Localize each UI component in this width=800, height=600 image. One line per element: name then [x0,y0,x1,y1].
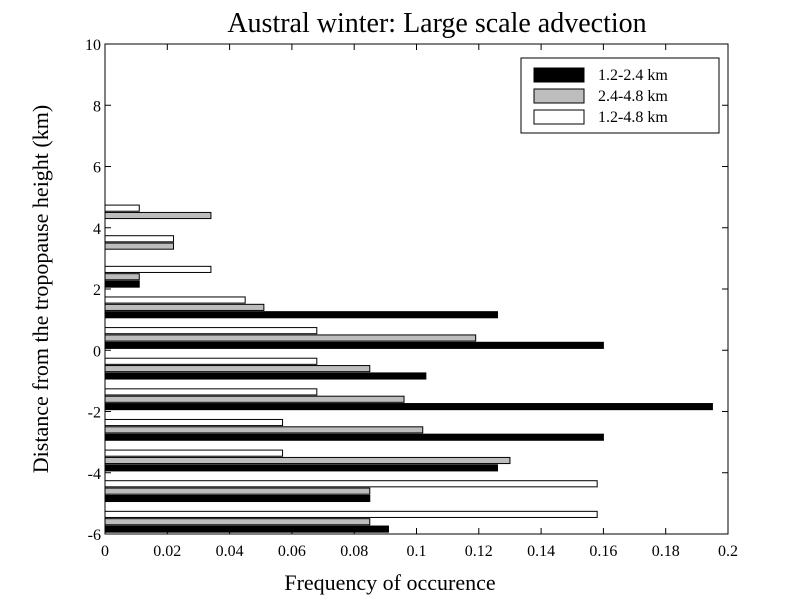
bar-series-1-5 [104,372,427,380]
x-tick-label: 0.08 [340,543,368,560]
bar-series-1-1 [104,494,371,503]
x-tick-label: 0 [101,543,109,560]
bar-series-1-7 [104,311,498,319]
x-tick-label: 0.02 [153,543,181,560]
x-tick-label: 0.04 [216,543,244,560]
x-tick-label: 0.1 [407,543,427,560]
bar-series-3-1 [104,480,598,488]
plot-frame [104,43,729,535]
y-tick-label: 4 [93,221,101,238]
bar-series-2-10 [104,211,212,220]
bar-series-2-6 [104,334,477,342]
bar-series-1-4 [104,403,713,411]
x-tick-label: 0.06 [278,543,306,560]
bar-series-2-8 [104,273,140,281]
y-tick-label: 0 [93,343,101,360]
bar-series-2-1 [104,487,371,495]
bar-series-3-2 [104,449,284,457]
x-tick-label: 0.12 [465,543,493,560]
bar-series-1-2 [104,464,498,472]
x-tick-label: 0.18 [652,543,680,560]
bar-series-2-7 [104,303,265,311]
bar-series-3-3 [104,418,284,427]
legend-label-2: 2.4-4.8 km [598,88,668,105]
x-tick-label: 0.2 [718,543,738,560]
bars-group [104,204,713,533]
bar-series-3-6 [104,327,318,335]
bar-series-3-10 [104,204,140,212]
bar-series-2-5 [104,365,371,373]
bar-series-2-2 [104,456,511,465]
bar-series-3-7 [104,296,246,304]
bar-series-2-9 [104,242,175,250]
bar-series-1-6 [104,341,604,349]
x-tick-label: 0.14 [527,543,555,560]
bar-series-2-4 [104,395,405,403]
chart-title: Austral winter: Large scale advection [227,8,646,39]
x-axis-label: Frequency of occurence [284,570,495,595]
y-tick-label: 2 [93,282,101,299]
y-tick-label: -4 [88,466,101,483]
y-tick-label: 8 [93,98,101,115]
bar-series-3-8 [104,265,212,273]
ticks-group: 0 0.02 0.04 0.06 0.08 0.1 0.12 0.14 0.16 0.18 0.2 -… [85,37,738,560]
y-tick-label: 10 [85,37,101,54]
bar-series-3-4 [104,388,318,396]
bar-series-2-3 [104,426,424,434]
bar-series-3-0 [104,510,598,518]
bar-series-3-9 [104,235,175,243]
legend-swatch-3 [533,109,585,125]
bar-series-2-0 [104,518,371,526]
legend-swatch-2 [533,88,585,104]
y-tick-label: -2 [88,405,101,422]
bar-series-3-5 [104,357,318,365]
bar-series-1-3 [104,433,604,441]
legend-swatch-1 [533,67,585,83]
legend: 1.2-2.4 km 2.4-4.8 km 1.2-4.8 km [520,57,720,134]
legend-label-3: 1.2-4.8 km [598,109,668,126]
bar-series-1-0 [104,525,389,533]
y-tick-label: -6 [88,527,101,544]
y-tick-label: 6 [93,160,101,177]
x-tick-label: 0.16 [589,543,617,560]
legend-label-1: 1.2-2.4 km [598,67,668,84]
bar-series-1-8 [104,280,140,288]
y-axis-label: Distance from the tropopause height (km) [28,105,53,473]
